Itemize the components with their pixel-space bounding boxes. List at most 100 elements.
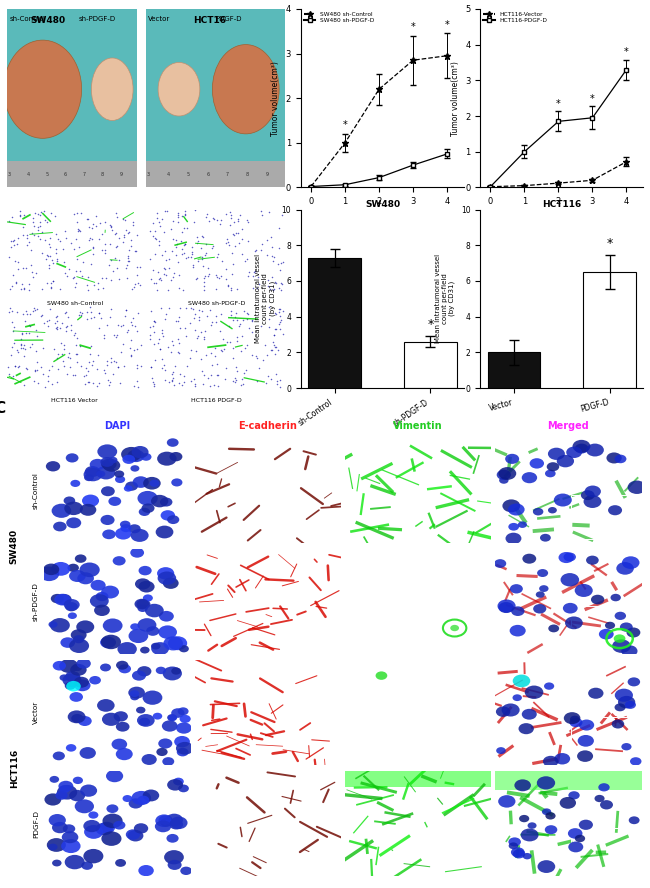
Point	[170, 248, 181, 262]
Point	[73, 223, 84, 237]
Point	[21, 361, 32, 376]
Point	[70, 280, 80, 294]
Point	[32, 223, 43, 237]
Point	[18, 307, 29, 321]
Point	[207, 241, 217, 255]
Point	[243, 215, 254, 229]
Point	[113, 360, 124, 374]
Point	[196, 325, 206, 339]
Point	[18, 261, 28, 275]
Circle shape	[180, 867, 192, 875]
Point	[49, 342, 59, 356]
Circle shape	[584, 496, 601, 508]
Point	[66, 318, 76, 332]
Circle shape	[123, 795, 132, 802]
Point	[87, 221, 98, 235]
Point	[122, 325, 132, 339]
Point	[85, 347, 96, 361]
Point	[61, 305, 72, 320]
Point	[207, 315, 217, 329]
Point	[120, 213, 130, 227]
Point	[254, 277, 265, 291]
Circle shape	[533, 508, 543, 515]
Circle shape	[72, 714, 83, 723]
Y-axis label: Tumor volume(cm³): Tumor volume(cm³)	[450, 60, 460, 136]
Point	[114, 231, 124, 245]
Point	[34, 215, 45, 229]
Point	[16, 341, 27, 355]
Point	[76, 308, 86, 322]
Point	[166, 367, 177, 381]
Point	[192, 234, 203, 248]
Point	[230, 226, 240, 240]
Point	[86, 257, 96, 271]
Point	[272, 377, 282, 392]
Point	[8, 268, 18, 282]
Circle shape	[540, 534, 551, 542]
Point	[161, 268, 172, 282]
Circle shape	[610, 594, 621, 601]
Circle shape	[543, 756, 558, 767]
Point	[27, 210, 38, 225]
Circle shape	[53, 751, 65, 760]
Circle shape	[514, 780, 531, 791]
Circle shape	[143, 789, 159, 801]
Point	[222, 335, 233, 349]
Point	[232, 364, 242, 378]
Point	[270, 340, 280, 354]
Point	[160, 363, 170, 377]
Point	[248, 281, 258, 295]
Point	[251, 349, 261, 363]
Point	[94, 348, 104, 362]
Circle shape	[73, 777, 83, 784]
Point	[84, 231, 95, 245]
Point	[190, 345, 201, 359]
Circle shape	[170, 817, 188, 829]
Circle shape	[510, 625, 526, 637]
Point	[175, 301, 185, 315]
Point	[192, 230, 203, 244]
Circle shape	[82, 495, 99, 507]
Point	[148, 263, 159, 277]
Circle shape	[620, 622, 632, 631]
Point	[203, 267, 214, 281]
Point	[181, 220, 192, 234]
Text: *: *	[606, 237, 613, 250]
Point	[7, 210, 18, 225]
Point	[68, 328, 79, 342]
Point	[193, 329, 203, 343]
Point	[6, 234, 16, 248]
Point	[121, 303, 131, 317]
Point	[88, 354, 99, 369]
Point	[123, 323, 133, 337]
Point	[221, 262, 231, 276]
Circle shape	[164, 850, 184, 864]
Circle shape	[132, 670, 146, 681]
Point	[115, 376, 125, 390]
Circle shape	[46, 461, 60, 472]
Circle shape	[615, 612, 626, 620]
Point	[239, 304, 249, 318]
Point	[211, 282, 221, 297]
Point	[158, 329, 168, 344]
Circle shape	[155, 526, 174, 538]
Circle shape	[568, 791, 580, 799]
Circle shape	[506, 533, 521, 544]
Point	[73, 222, 83, 236]
Point	[60, 266, 70, 281]
Point	[125, 341, 136, 355]
Circle shape	[138, 581, 155, 592]
Point	[254, 361, 264, 375]
Point	[225, 204, 235, 218]
Text: HCT16: HCT16	[193, 16, 226, 25]
Point	[102, 318, 112, 332]
Circle shape	[131, 791, 151, 805]
Point	[135, 278, 145, 292]
Circle shape	[51, 503, 72, 518]
Point	[8, 234, 18, 249]
Point	[17, 277, 27, 291]
Text: 7: 7	[83, 171, 86, 177]
Point	[29, 218, 40, 233]
Circle shape	[55, 594, 70, 606]
Point	[173, 332, 183, 346]
